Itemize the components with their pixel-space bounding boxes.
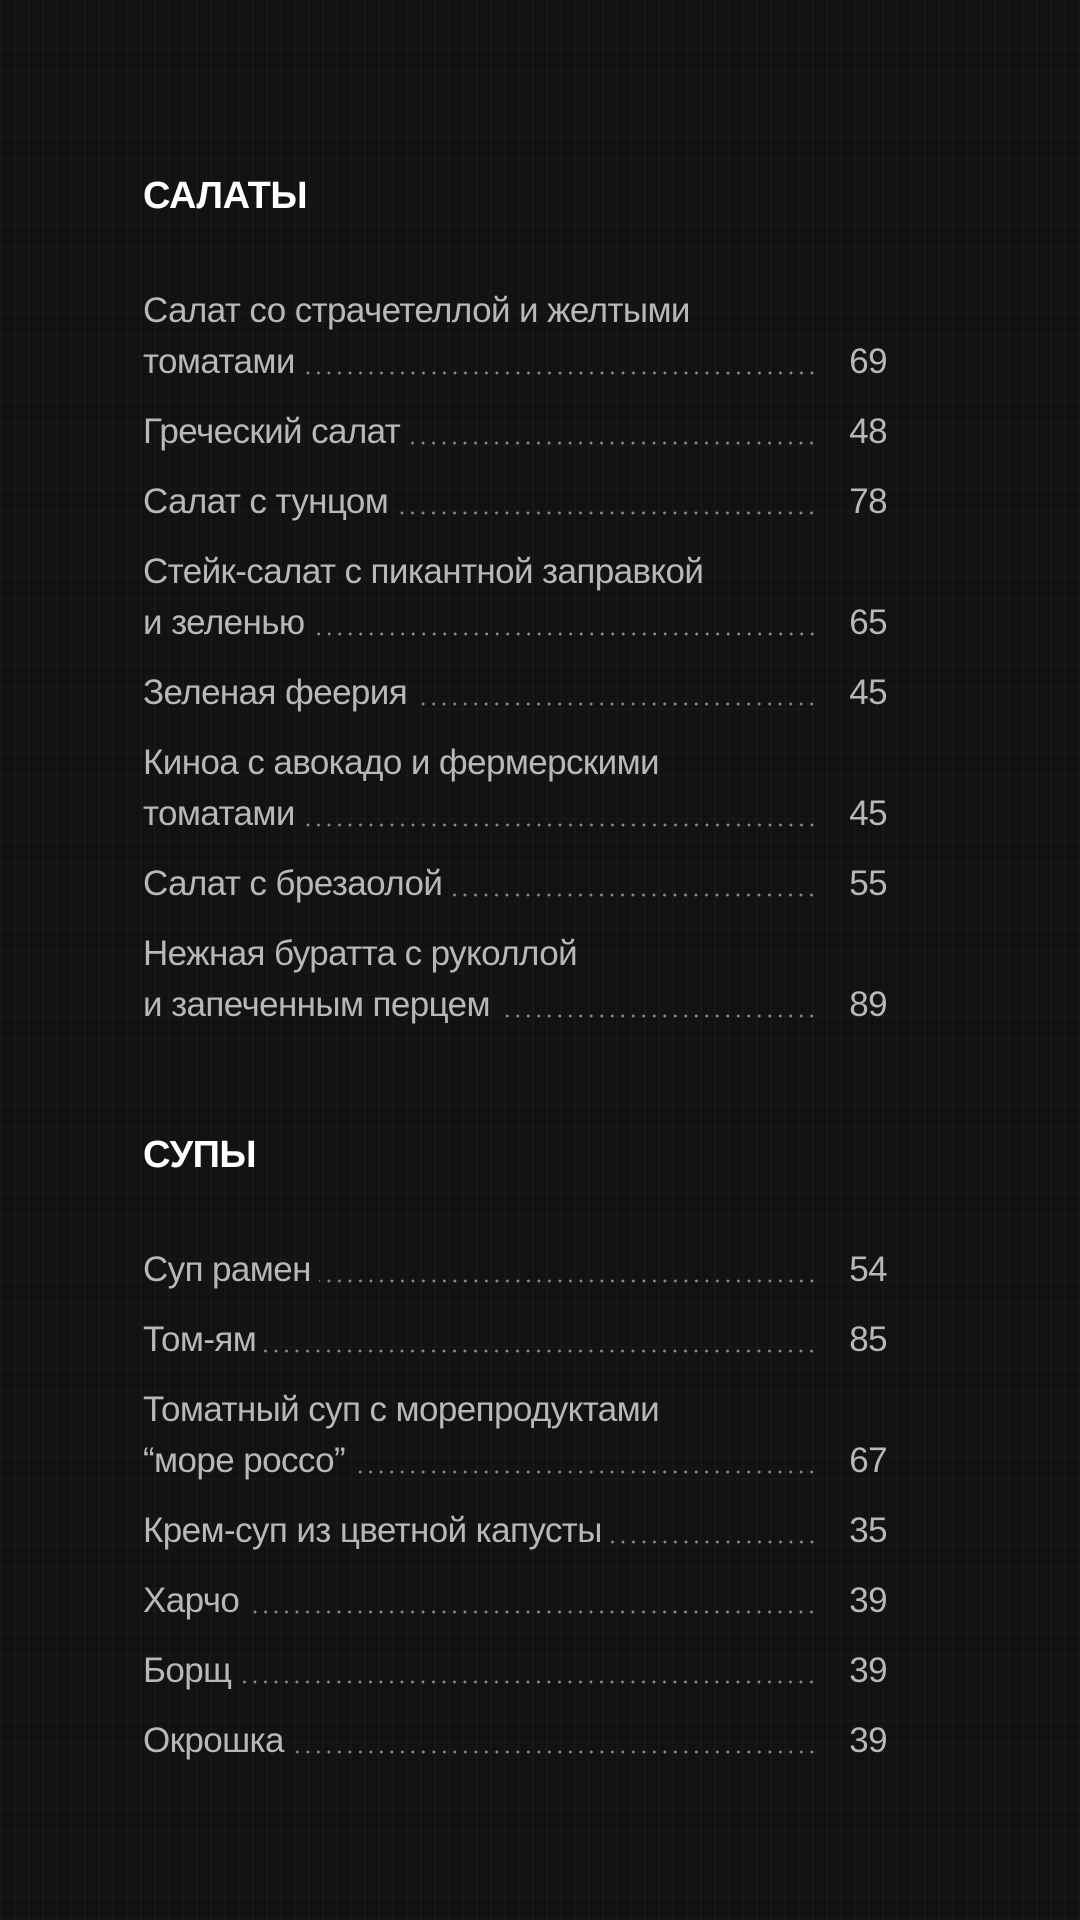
menu-item-price: 48 xyxy=(849,412,887,451)
dot-leader xyxy=(609,1540,817,1544)
menu-item-name: Окрошка xyxy=(143,1721,285,1760)
menu-item-price: 54 xyxy=(849,1250,887,1289)
menu-item-row: Суп рамен 54 xyxy=(143,1244,888,1295)
menu-item: Стейк-салат с пикантной заправкой и зелен… xyxy=(143,546,888,648)
dot-leader xyxy=(498,1014,817,1018)
menu-item: Томатный суп с морепродуктами “море россо… xyxy=(143,1384,888,1486)
menu-item-name: томатами xyxy=(143,794,295,833)
menu-item: Салат с тунцом 78 xyxy=(143,476,888,527)
menu-item: Окрошка 39 xyxy=(143,1715,888,1766)
menu-item: Том-ям 85 xyxy=(143,1314,888,1365)
menu-item: Зеленая феерия 45 xyxy=(143,667,888,718)
menu-item-name: Том-ям xyxy=(143,1320,257,1359)
menu-item-row: Салат с тунцом 78 xyxy=(143,476,888,527)
dot-leader xyxy=(408,441,817,445)
menu-item-row: Греческий салат 48 xyxy=(143,406,888,457)
menu-item-row: Том-ям 85 xyxy=(143,1314,888,1365)
menu-item-name: Суп рамен xyxy=(143,1250,311,1289)
menu-item-row: Харчо 39 xyxy=(143,1575,888,1626)
dot-leader xyxy=(312,632,817,636)
menu-item-row: “море россо” 67 xyxy=(143,1435,888,1486)
menu-item-price: 39 xyxy=(849,1581,887,1620)
menu-item: Харчо 39 xyxy=(143,1575,888,1626)
dot-leader xyxy=(247,1610,817,1614)
menu-item-name: Салат с брезаолой xyxy=(143,864,443,903)
menu-item-name: томатами xyxy=(143,342,295,381)
menu-item: Суп рамен 54 xyxy=(143,1244,888,1295)
dot-leader xyxy=(264,1349,817,1353)
menu-item: Салат с брезаолой 55 xyxy=(143,858,888,909)
menu-item-name-line: Киноа с авокадо и фермерскими xyxy=(143,743,660,782)
menu-item-price: 55 xyxy=(849,864,887,903)
salads-list: Салат со страчетеллой и желтыми томатами 6… xyxy=(143,285,888,1030)
menu-item: Салат со страчетеллой и желтыми томатами 6… xyxy=(143,285,888,387)
menu-item: Нежная буратта с руколлой и запеченным пе… xyxy=(143,928,888,1030)
dot-leader xyxy=(239,1680,817,1684)
menu-item-name: Борщ xyxy=(143,1651,232,1690)
dot-leader xyxy=(318,1279,817,1283)
menu-item-name-line: Стейк-салат с пикантной заправкой xyxy=(143,552,704,591)
dot-leader xyxy=(302,823,817,827)
menu-item-row: Салат с брезаолой 55 xyxy=(143,858,888,909)
menu-item-price: 65 xyxy=(849,603,887,642)
menu-item-row: томатами 69 xyxy=(143,336,888,387)
dot-leader xyxy=(291,1750,817,1754)
menu-item-name: Салат с тунцом xyxy=(143,482,389,521)
menu-item-price: 45 xyxy=(849,794,887,833)
menu-item-price: 67 xyxy=(849,1441,887,1480)
dot-leader xyxy=(353,1470,817,1474)
menu-item: Греческий салат 48 xyxy=(143,406,888,457)
menu-item-price: 39 xyxy=(849,1721,887,1760)
menu-item-price: 69 xyxy=(849,342,887,381)
menu-item-name: Греческий салат xyxy=(143,412,401,451)
menu-item: Крем-суп из цветной капусты 35 xyxy=(143,1505,888,1556)
menu-item-row: Крем-суп из цветной капусты 35 xyxy=(143,1505,888,1556)
menu-item-row: и запеченным перцем 89 xyxy=(143,979,888,1030)
soups-list: Суп рамен 54 Том-ям 85 Томатный суп с морепр… xyxy=(143,1244,888,1766)
menu-item: Борщ 39 xyxy=(143,1645,888,1696)
dot-leader xyxy=(415,702,817,706)
menu-item-name-line: Нежная буратта с руколлой xyxy=(143,934,578,973)
menu-item-row: Окрошка 39 xyxy=(143,1715,888,1766)
menu-content: САЛАТЫ Салат со страчетеллой и желтыми то… xyxy=(143,171,888,1766)
menu-item-name: “море россо” xyxy=(143,1441,346,1480)
menu-item-row: и зеленью 65 xyxy=(143,597,888,648)
menu-item-name-line: Салат со страчетеллой и желтыми xyxy=(143,291,690,330)
menu-item-price: 78 xyxy=(849,482,887,521)
menu-item: Киноа с авокадо и фермерскими томатами 45 xyxy=(143,737,888,839)
menu-item-row: Зеленая феерия 45 xyxy=(143,667,888,718)
menu-item-price: 45 xyxy=(849,673,887,712)
menu-item-price: 89 xyxy=(849,985,887,1024)
menu-item-name: и запеченным перцем xyxy=(143,985,491,1024)
dot-leader xyxy=(396,511,817,515)
menu-item-row: томатами 45 xyxy=(143,788,888,839)
menu-item-name: Харчо xyxy=(143,1581,240,1620)
section-title-soups: СУПЫ xyxy=(143,1134,257,1176)
dot-leader xyxy=(450,893,817,897)
menu-item-price: 39 xyxy=(849,1651,887,1690)
menu-item-row: Борщ 39 xyxy=(143,1645,888,1696)
section-title-salads: САЛАТЫ xyxy=(143,175,308,217)
menu-item-name: Зеленая феерия xyxy=(143,673,408,712)
menu-item-name: и зеленью xyxy=(143,603,305,642)
menu-item-name-line: Томатный суп с морепродуктами xyxy=(143,1390,660,1429)
menu-item-price: 35 xyxy=(849,1511,887,1550)
menu-item-name: Крем-суп из цветной капусты xyxy=(143,1511,602,1550)
menu-item-price: 85 xyxy=(849,1320,887,1359)
dot-leader xyxy=(302,371,817,375)
